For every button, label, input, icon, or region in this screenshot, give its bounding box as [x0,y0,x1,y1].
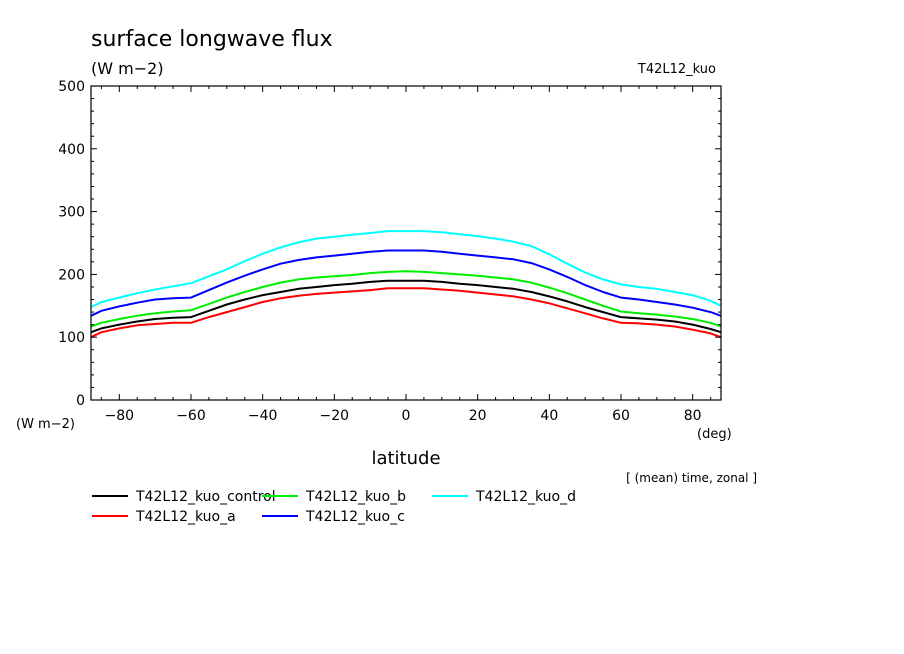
axis-ticks [91,85,721,401]
chart-units: (W m−2) [91,59,164,78]
legend-label: T42L12_kuo_c [305,509,405,525]
y-tick-label: 100 [58,330,85,346]
x-axis-label: latitude [371,448,440,469]
x-tick-label: −20 [320,408,350,424]
series-line-T42L12_kuo_a [90,287,722,339]
series-line-T42L12_kuo_control [90,279,722,334]
x-tick-label: −80 [105,408,135,424]
legend-label: T42L12_kuo_a [135,509,236,525]
legend-label: T42L12_kuo_d [475,489,576,505]
x-tick-label: 80 [684,408,702,424]
legend-label: T42L12_kuo_control [135,489,276,505]
y-tick-label: 500 [58,79,85,95]
x-tick-label: 0 [402,408,411,424]
series-lines [90,230,722,339]
chart-note: [ (mean) time, zonal ] [626,471,757,485]
chart-title: surface longwave flux [91,27,333,52]
legend: T42L12_kuo_control T42L12_kuo_b T42L12_kuo… [92,489,576,525]
y-tick-label: 400 [58,142,85,158]
series-line-T42L12_kuo_d [90,230,722,308]
series-line-T42L12_kuo_b [90,270,722,328]
x-tick-label: −60 [176,408,206,424]
x-tick-label: 40 [540,408,558,424]
x-axis-unit: (deg) [697,427,732,442]
y-tick-label: 300 [58,205,85,221]
y-tick-labels: 0 100 200 300 400 500 [58,79,85,409]
x-tick-label: 20 [469,408,487,424]
x-tick-label: −40 [248,408,278,424]
y-tick-label: 200 [58,267,85,283]
run-label: T42L12_kuo [637,62,716,77]
legend-label: T42L12_kuo_b [305,489,406,505]
y-tick-label: 0 [76,393,85,409]
plot-frame [90,85,722,401]
x-tick-labels: −80 −60 −40 −20 0 20 40 60 80 [105,408,702,424]
x-tick-label: 60 [612,408,630,424]
y-axis-label: (W m−2) [16,417,75,432]
series-line-T42L12_kuo_c [90,249,722,317]
